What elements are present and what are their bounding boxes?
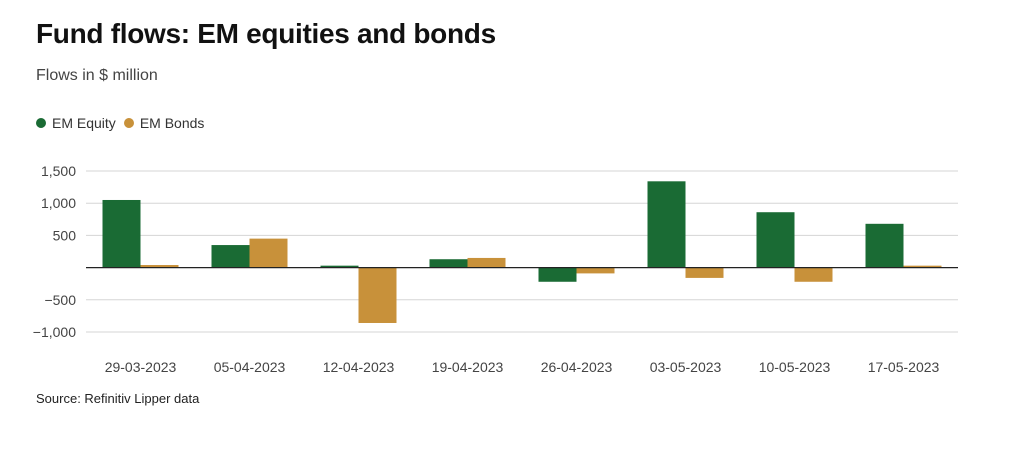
bar-em-bonds xyxy=(358,267,397,323)
x-tick-label: 19-04-2023 xyxy=(432,359,504,375)
x-tick-label: 12-04-2023 xyxy=(323,359,395,375)
bar-em-bonds xyxy=(685,267,724,278)
bar-em-equity xyxy=(756,212,795,268)
y-tick-label: −1,000 xyxy=(33,324,76,340)
bar-em-equity xyxy=(102,199,141,268)
legend-label-bonds: EM Bonds xyxy=(139,115,205,131)
legend-swatch-equity xyxy=(36,118,46,128)
legend: EM Equity EM Bonds xyxy=(36,115,212,131)
bar-em-equity xyxy=(429,259,468,268)
x-tick-label: 26-04-2023 xyxy=(541,359,613,375)
bar-em-equity xyxy=(865,223,904,268)
x-tick-label: 29-03-2023 xyxy=(105,359,177,375)
chart-subtitle: Flows in $ million xyxy=(36,67,158,84)
legend-swatch-bonds xyxy=(123,118,134,128)
x-tick-label: 10-05-2023 xyxy=(759,359,831,375)
legend-item-equity: EM Equity xyxy=(36,115,116,131)
y-tick-label: 500 xyxy=(53,227,77,243)
bar-em-bonds xyxy=(903,265,942,268)
bar-em-bonds xyxy=(249,238,288,268)
bar-em-equity xyxy=(320,265,359,268)
source-note: Source: Refinitiv Lipper data xyxy=(36,391,200,406)
bar-em-bonds xyxy=(576,267,615,274)
y-tick-label: 1,000 xyxy=(41,195,76,211)
x-tick-label: 03-05-2023 xyxy=(650,359,722,375)
bar-em-equity xyxy=(211,245,250,268)
chart-title: Fund flows: EM equities and bonds xyxy=(36,18,496,49)
y-tick-label: 1,500 xyxy=(41,163,76,179)
bar-em-equity xyxy=(647,181,686,268)
x-tick-label: 17-05-2023 xyxy=(868,359,940,375)
legend-label-equity: EM Equity xyxy=(52,115,116,131)
bar-em-bonds xyxy=(140,265,179,268)
y-tick-label: −500 xyxy=(44,292,76,308)
legend-item-bonds: EM Bonds xyxy=(123,115,205,131)
bar-em-bonds xyxy=(794,267,833,282)
x-tick-label: 05-04-2023 xyxy=(214,359,286,375)
bar-em-equity xyxy=(538,267,577,282)
bar-em-bonds xyxy=(467,257,506,268)
